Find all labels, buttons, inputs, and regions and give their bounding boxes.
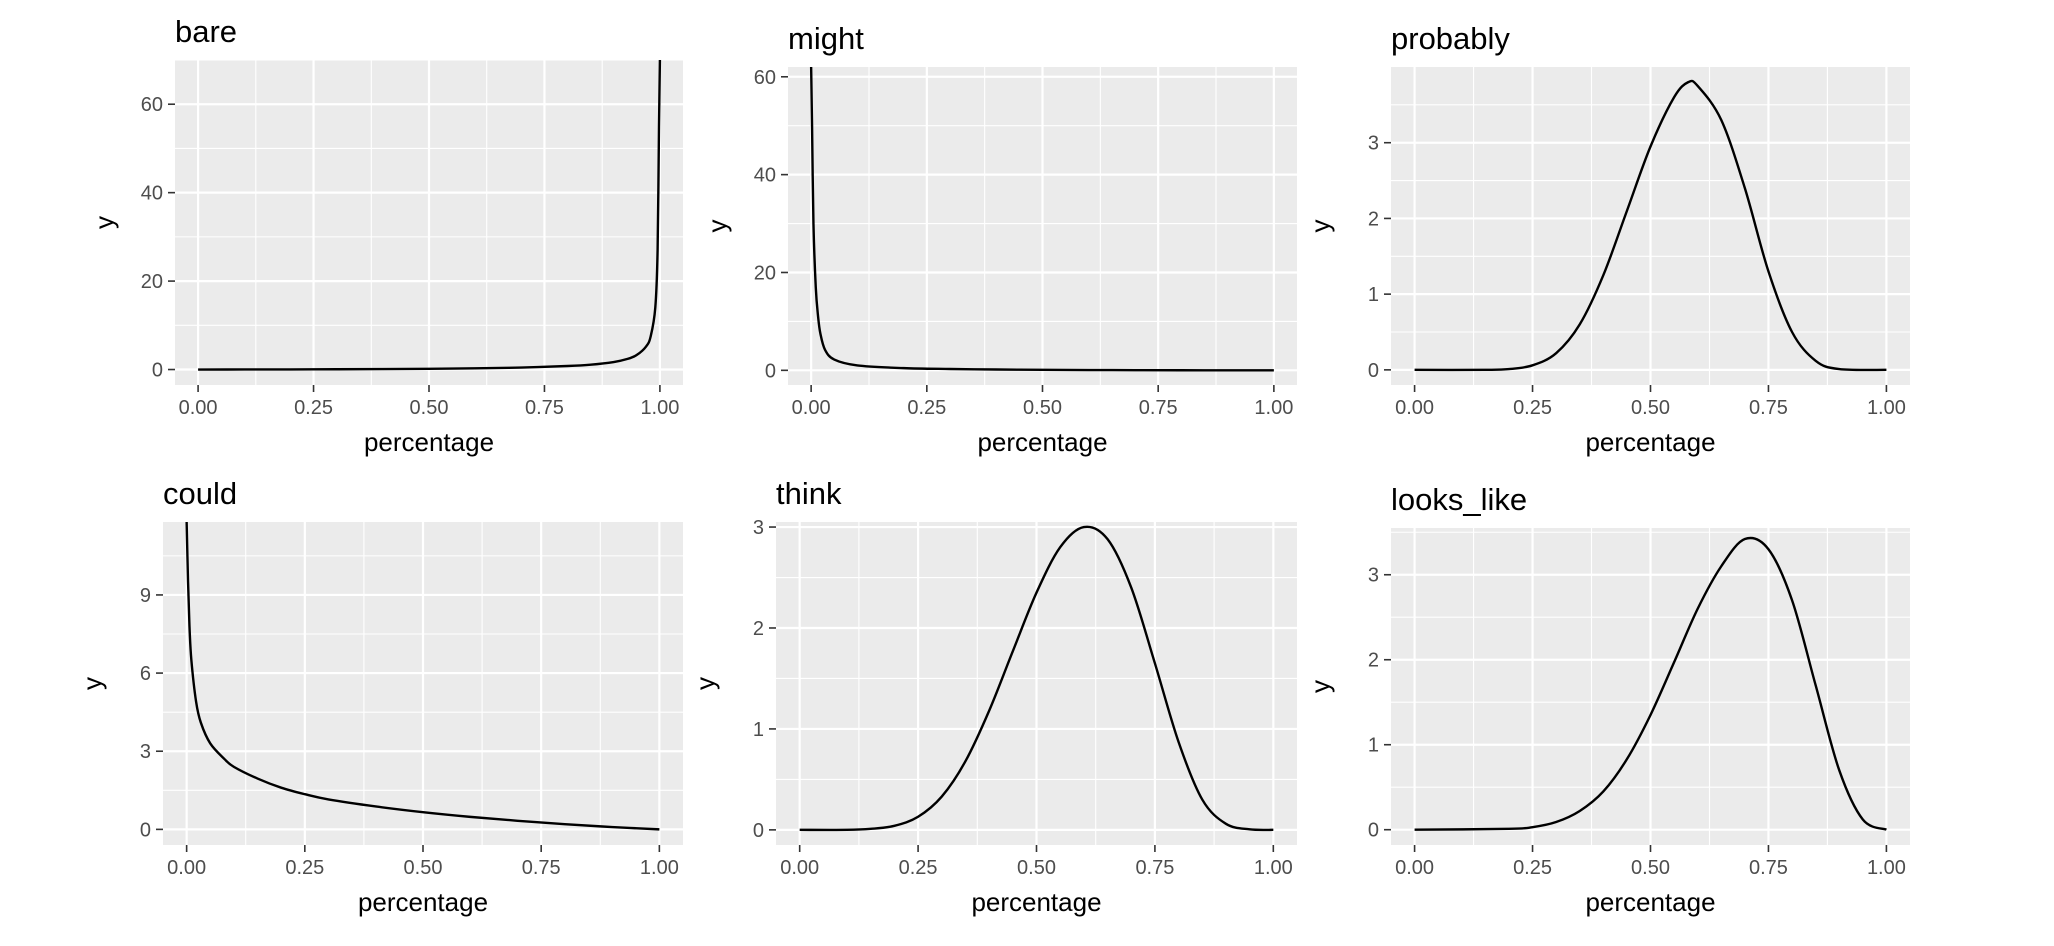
x-tick-label: 0.25	[1513, 397, 1552, 419]
x-tick-label: 0.25	[907, 397, 946, 419]
density-curve	[198, 60, 662, 371]
y-tick-label: 0	[765, 360, 776, 382]
panel-title: bare	[175, 14, 237, 49]
y-tick-label: 3	[140, 741, 151, 763]
x-tick-label: 1.00	[1867, 397, 1906, 419]
x-axis-title: percentage	[1585, 887, 1715, 917]
density-curve	[809, 67, 1274, 372]
x-tick-label: 0.00	[792, 397, 831, 419]
x-tick-label: 0.25	[285, 857, 324, 879]
y-tick-label: 2	[753, 618, 764, 640]
x-tick-label: 0.50	[410, 397, 449, 419]
y-tick-label: 3	[753, 517, 764, 539]
x-tick-label: 0.50	[1631, 857, 1670, 879]
x-tick-label: 0.75	[1749, 857, 1788, 879]
y-axis-title: y	[690, 677, 720, 690]
x-tick-label: 0.75	[1135, 857, 1174, 879]
x-axis-title: percentage	[1585, 427, 1715, 457]
x-tick-label: 0.25	[899, 857, 938, 879]
y-tick-label: 0	[152, 360, 163, 382]
y-tick-label: 60	[754, 67, 776, 89]
x-axis-title: percentage	[977, 427, 1107, 457]
x-tick-label: 0.75	[1139, 397, 1178, 419]
x-tick-label: 0.50	[1017, 857, 1056, 879]
panel-bare: 0.00 0.25 0.50 0.75 1.00 0 20 40 60 percentage y ba…	[89, 14, 683, 457]
density-curve	[185, 522, 660, 831]
panel-probably: 0.00 0.25 0.50 0.75 1.00 0 1 2 3 percentage y proba…	[1305, 21, 1910, 457]
y-tick-label: 40	[754, 165, 776, 187]
gridlines	[175, 60, 683, 385]
panel-title: could	[163, 476, 237, 511]
x-tick-label: 0.25	[294, 397, 333, 419]
x-tick-label: 0.75	[522, 857, 561, 879]
x-axis-title: percentage	[364, 427, 494, 457]
y-axis-title: y	[702, 220, 732, 233]
x-tick-label: 1.00	[1867, 857, 1906, 879]
gridlines	[1391, 67, 1910, 385]
y-tick-label: 20	[141, 271, 163, 293]
x-tick-label: 0.25	[1513, 857, 1552, 879]
x-tick-label: 0.50	[1023, 397, 1062, 419]
y-tick-label: 1	[1368, 735, 1379, 757]
y-tick-label: 3	[1368, 133, 1379, 155]
y-tick-label: 1	[1368, 284, 1379, 306]
y-tick-label: 60	[141, 94, 163, 116]
panel-looks-like: 0.00 0.25 0.50 0.75 1.00 0 1 2 3 percentage y looks…	[1305, 482, 1910, 917]
gridlines	[776, 522, 1297, 845]
x-tick-label: 0.00	[167, 857, 206, 879]
x-axis-title: percentage	[358, 887, 488, 917]
y-tick-label: 0	[753, 820, 764, 842]
x-tick-label: 0.00	[1395, 857, 1434, 879]
panel-could: 0.00 0.25 0.50 0.75 1.00 0 3 6 9 percentage y could	[77, 476, 683, 917]
y-axis-title: y	[1305, 220, 1335, 233]
gridlines	[163, 522, 683, 845]
x-tick-label: 0.00	[179, 397, 218, 419]
x-tick-label: 0.50	[1631, 397, 1670, 419]
x-tick-label: 0.50	[404, 857, 443, 879]
y-tick-label: 0	[140, 819, 151, 841]
y-tick-label: 3	[1368, 565, 1379, 587]
y-tick-label: 6	[140, 663, 151, 685]
density-curve	[1414, 79, 1887, 372]
y-tick-label: 2	[1368, 208, 1379, 230]
x-tick-label: 0.75	[525, 397, 564, 419]
y-tick-label: 9	[140, 585, 151, 607]
x-tick-label: 1.00	[640, 857, 679, 879]
x-tick-label: 0.00	[1395, 397, 1434, 419]
panel-think: 0.00 0.25 0.50 0.75 1.00 0 1 2 3 percentage y think	[690, 476, 1297, 917]
panel-might: 0.00 0.25 0.50 0.75 1.00 0 20 40 60 percentage y mi…	[702, 21, 1297, 457]
x-tick-label: 0.75	[1749, 397, 1788, 419]
y-tick-label: 2	[1368, 650, 1379, 672]
x-tick-label: 1.00	[1254, 857, 1293, 879]
y-tick-label: 0	[1368, 360, 1379, 382]
y-axis-title: y	[1305, 680, 1335, 693]
panel-title: think	[776, 476, 842, 511]
panel-title: might	[788, 21, 864, 56]
y-tick-label: 20	[754, 262, 776, 284]
density-curve	[1414, 536, 1887, 831]
y-tick-label: 40	[141, 183, 163, 205]
y-tick-label: 0	[1368, 820, 1379, 842]
y-axis-title: y	[89, 216, 119, 229]
y-tick-label: 1	[753, 719, 764, 741]
x-axis-title: percentage	[971, 887, 1101, 917]
x-tick-label: 1.00	[1254, 397, 1293, 419]
y-axis-title: y	[77, 677, 107, 690]
x-tick-label: 0.00	[780, 857, 819, 879]
density-curve	[799, 525, 1274, 832]
panel-title: looks_like	[1391, 482, 1527, 517]
panel-title: probably	[1391, 21, 1510, 56]
x-tick-label: 1.00	[640, 397, 679, 419]
